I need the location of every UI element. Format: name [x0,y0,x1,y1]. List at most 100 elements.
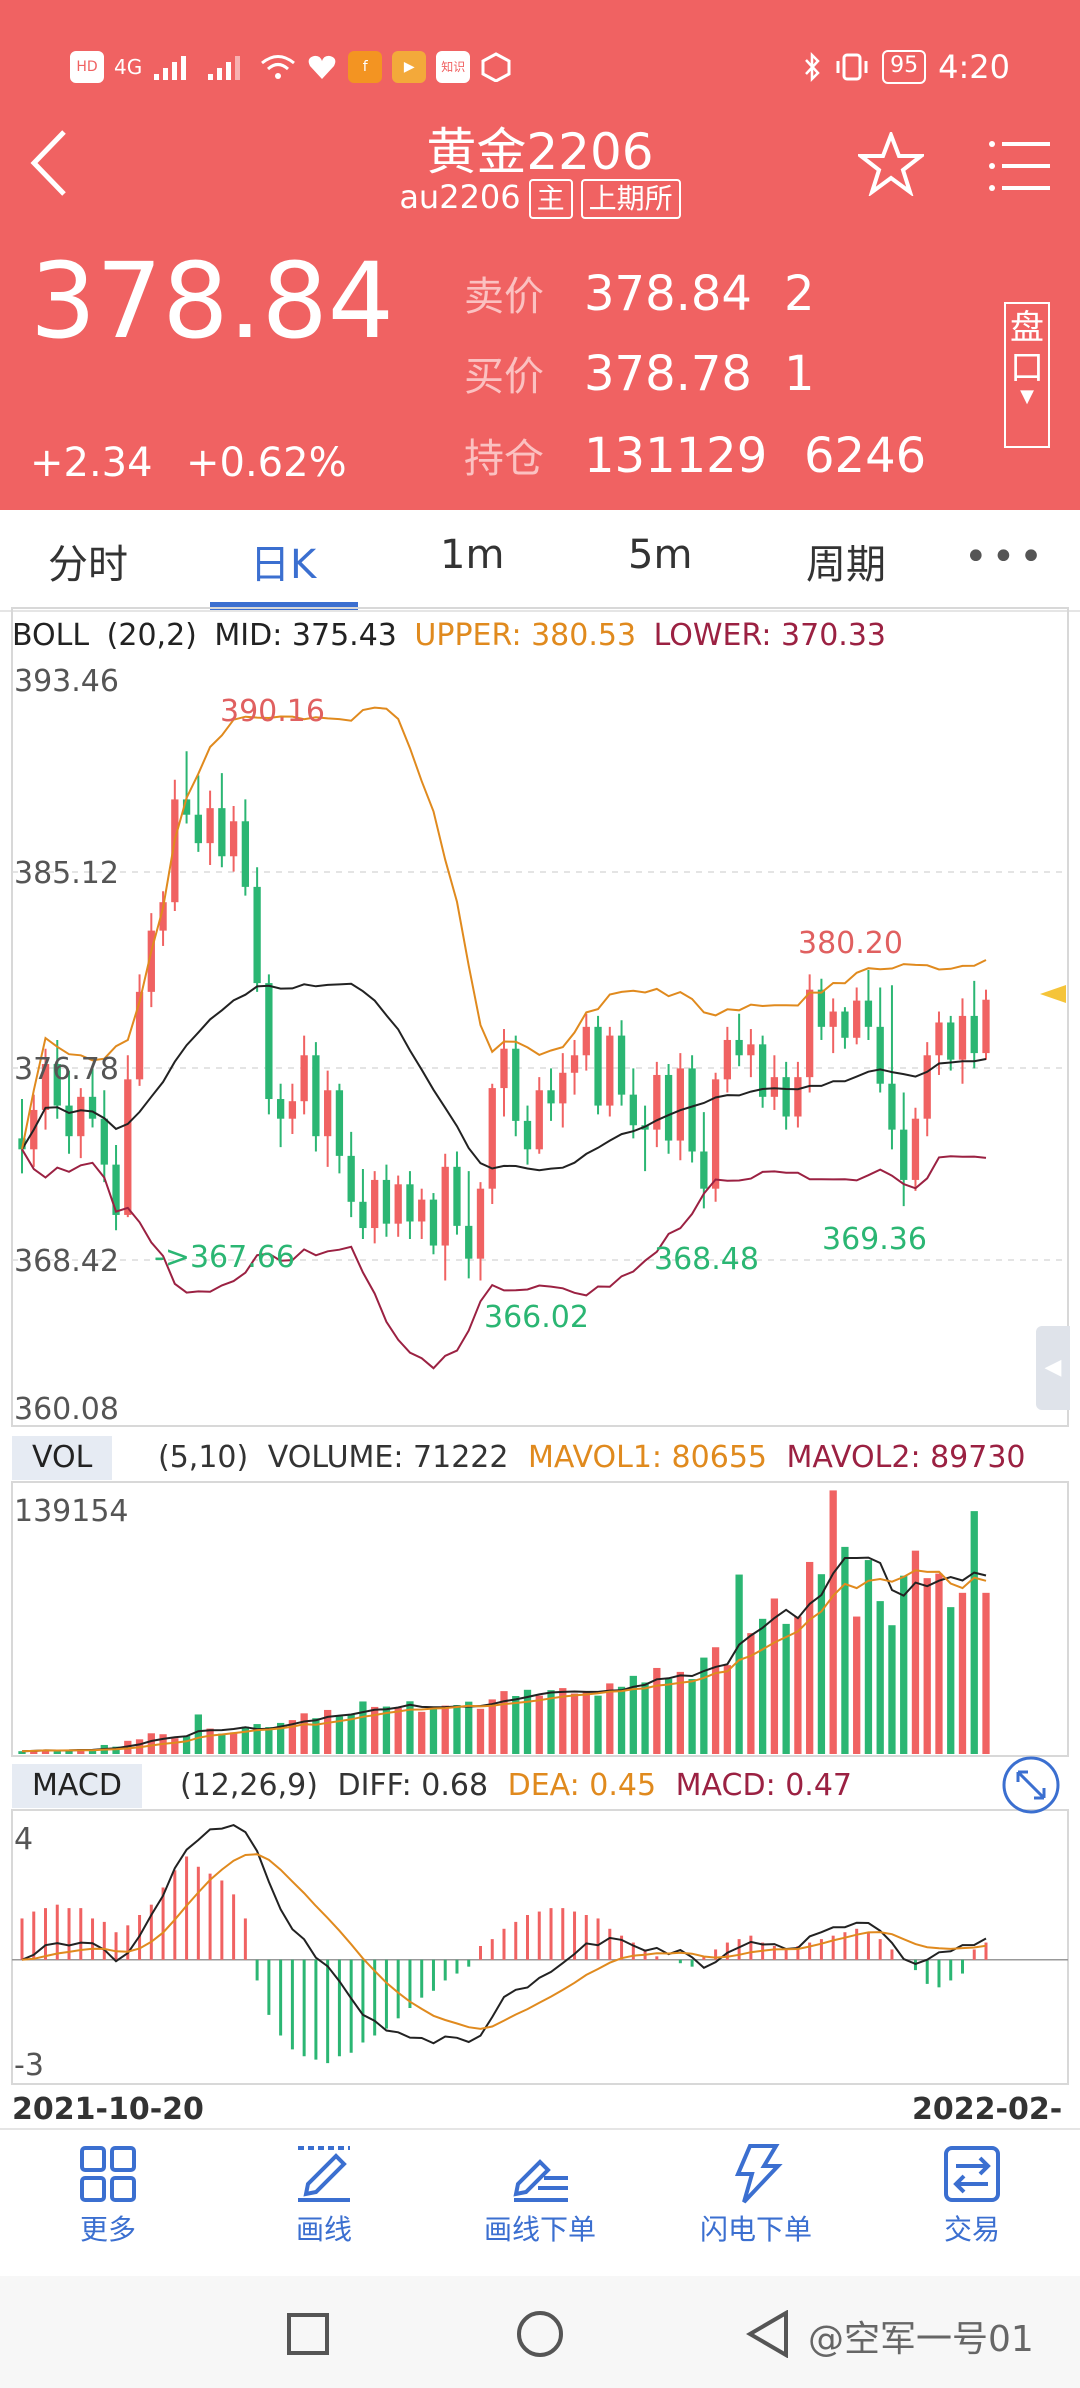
candle-body [817,989,826,1027]
macd-indicator-tag[interactable]: MACD [12,1764,142,1808]
home-icon[interactable] [516,2310,564,2358]
low-label-2: 366.02 [484,1300,589,1335]
candle-body [100,1118,108,1165]
volume-bar [853,1616,861,1754]
volume-bar [300,1713,308,1754]
macd-params: (12,26,9) [180,1768,318,1803]
candle-body [441,1166,449,1246]
candle-body [582,1026,590,1056]
date-start: 2021-10-20 [12,2092,204,2127]
price-axis-3: 376.78 [14,1052,119,1087]
low-label-3: 368.48 [654,1242,759,1277]
candle-body [794,1077,802,1117]
candle-body [253,886,261,984]
volume-bar [276,1722,285,1754]
volume-bar [112,1746,120,1754]
candle-body [547,1090,555,1104]
candle-body [30,1109,38,1150]
volume-bar [806,1561,814,1754]
candle-body [806,989,814,1078]
volume-bar [359,1701,367,1754]
candle-body [194,814,202,844]
volume-bar [100,1744,108,1754]
tab-5m[interactable]: 5m [628,532,693,578]
system-navigation-bar: @空军一号01 [0,2276,1080,2388]
candle-body [465,1225,473,1259]
vol-indicator-tag[interactable]: VOL [12,1436,113,1480]
candle-body [594,1026,602,1106]
volume-bar [312,1718,320,1754]
candle-body [406,1184,414,1222]
volume-bar [65,1750,73,1754]
macd-diff-line [21,1824,987,2045]
candle-body [535,1090,543,1150]
volume-bar [606,1683,614,1754]
recent-apps-icon[interactable] [286,2312,330,2356]
boll-upper: UPPER: 380.53 [414,618,637,653]
volume-bar [159,1734,167,1754]
ask-label: 卖价 [464,274,544,320]
expand-chart-icon[interactable] [1000,1754,1062,1816]
tab-period[interactable]: 周期 [806,542,886,588]
volume-bar [641,1682,649,1754]
candle-body [747,1044,755,1056]
exchange-tag: 上期所 [580,179,681,219]
bid-row: 买价 378.78 1 [464,344,815,402]
more-button[interactable]: 更多 [28,2144,188,2248]
candle-body [711,1079,720,1189]
tab-timeshare[interactable]: 分时 [48,542,128,588]
favorite-star-icon[interactable] [858,132,924,196]
macd-axis-bottom: -3 [14,2048,44,2083]
macd-dea: DEA: 0.45 [507,1768,657,1803]
high-label-2: 380.20 [798,926,903,961]
draw-line-button[interactable]: 画线 [244,2144,404,2248]
tab-daily-k[interactable]: 日K [250,542,317,588]
candle-body [911,1118,920,1180]
volume-bar [876,1601,884,1754]
candle-body [758,1044,767,1097]
draw-line-order-button[interactable]: 画线下单 [460,2144,620,2248]
back-nav-icon[interactable] [746,2310,790,2358]
menu-icon[interactable] [988,136,1052,196]
pankou-button[interactable]: 盘口 ▼ [1004,302,1050,448]
boll-label: BOLL (20,2) MID: 375.43 UPPER: 380.53 LO… [12,618,886,653]
candle-body [300,1055,308,1102]
candle-body [641,1125,649,1130]
bid-price: 378.78 [584,346,752,402]
volume-bar [465,1701,473,1754]
candle-body [382,1179,391,1224]
high-label-1: 390.16 [220,694,325,729]
candle-body [923,1055,931,1119]
volume-bar [688,1679,696,1754]
volume-bar [324,1709,332,1754]
trade-button[interactable]: 交易 [892,2144,1052,2248]
volume-bar [347,1714,355,1754]
candle-body [700,1151,708,1189]
last-price: 378.84 [30,240,394,362]
candle-body [829,1011,837,1027]
more-label: 更多 [79,2213,136,2246]
boll-name: BOLL [12,618,90,653]
flash-order-label: 闪电下单 [699,2213,812,2246]
tab-1m[interactable]: 1m [440,532,505,578]
contract-subtitle: au2206 主上期所 [0,178,1080,219]
volume-bar [135,1739,144,1754]
candle-body [617,1035,626,1095]
candle-body [147,930,155,992]
volume-bar [888,1625,896,1754]
battery-icon: 95 [882,50,927,84]
flash-order-button[interactable]: 闪电下单 [676,2144,836,2248]
volume-bar [653,1667,661,1754]
zhishi-icon: 知识 [436,51,471,83]
candle-body [394,1184,402,1224]
volume-bar [782,1623,790,1754]
candle-body [418,1199,426,1222]
volume-bar [629,1675,637,1754]
volume-bar [147,1733,155,1754]
volume-bar [747,1633,755,1754]
candle-body [88,1096,97,1119]
more-tabs-icon[interactable]: ••• [964,534,1047,580]
back-icon[interactable] [26,128,72,198]
volume-bar [923,1578,931,1754]
collapse-side-panel-button[interactable]: ◀ [1036,1326,1070,1410]
